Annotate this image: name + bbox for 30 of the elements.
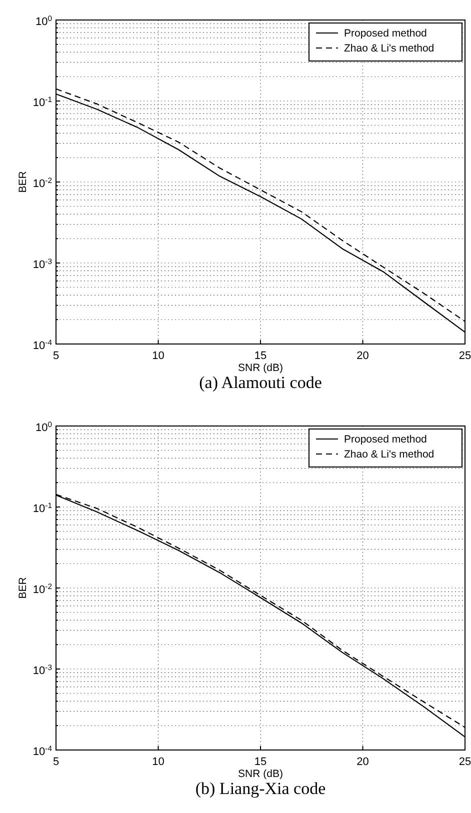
x-tick-label: 15 <box>254 350 267 362</box>
y-tick-label: 10$^{-3}$ <box>32 256 52 271</box>
y-tick-label: 10$^{-1}$ <box>32 500 52 515</box>
legend-label: Zhao & Li's method <box>344 448 434 461</box>
x-tick-label: 20 <box>356 350 369 362</box>
legend-label: Proposed method <box>344 434 428 446</box>
x-tick-label: 20 <box>356 756 369 768</box>
y-tick-label: 10$^{-2}$ <box>32 581 52 596</box>
text: (b) Liang-Xia code <box>195 779 326 798</box>
x-tick-label: 5 <box>52 756 60 768</box>
x-tick-label: 25 <box>458 350 471 362</box>
x-tick-label: 10 <box>152 350 164 362</box>
legend-label: Zhao & Li's method <box>344 42 434 55</box>
text: (a) Alamouti code <box>199 373 322 392</box>
x-axis-title: SNR (dB) <box>238 768 283 780</box>
y-tick-label: 10$^{-2}$ <box>32 175 52 190</box>
y-tick-label: 10$^{0}$ <box>35 419 52 434</box>
x-tick-label: 10 <box>152 756 164 768</box>
x-tick-label: 5 <box>52 350 60 362</box>
y-axis-title: BER <box>17 170 29 193</box>
y-tick-label: 10$^{0}$ <box>35 13 52 28</box>
legend-label: Proposed method <box>344 28 428 40</box>
y-tick-label: 10$^{-4}$ <box>32 337 53 352</box>
x-axis-title: SNR (dB) <box>238 362 283 374</box>
y-axis-title: BER <box>17 576 29 599</box>
y-tick-label: 10$^{-1}$ <box>32 94 52 109</box>
y-tick-label: 10$^{-3}$ <box>32 662 52 677</box>
y-tick-label: 10$^{-4}$ <box>32 743 53 758</box>
x-tick-label: 15 <box>254 756 267 768</box>
x-tick-label: 25 <box>458 756 471 768</box>
